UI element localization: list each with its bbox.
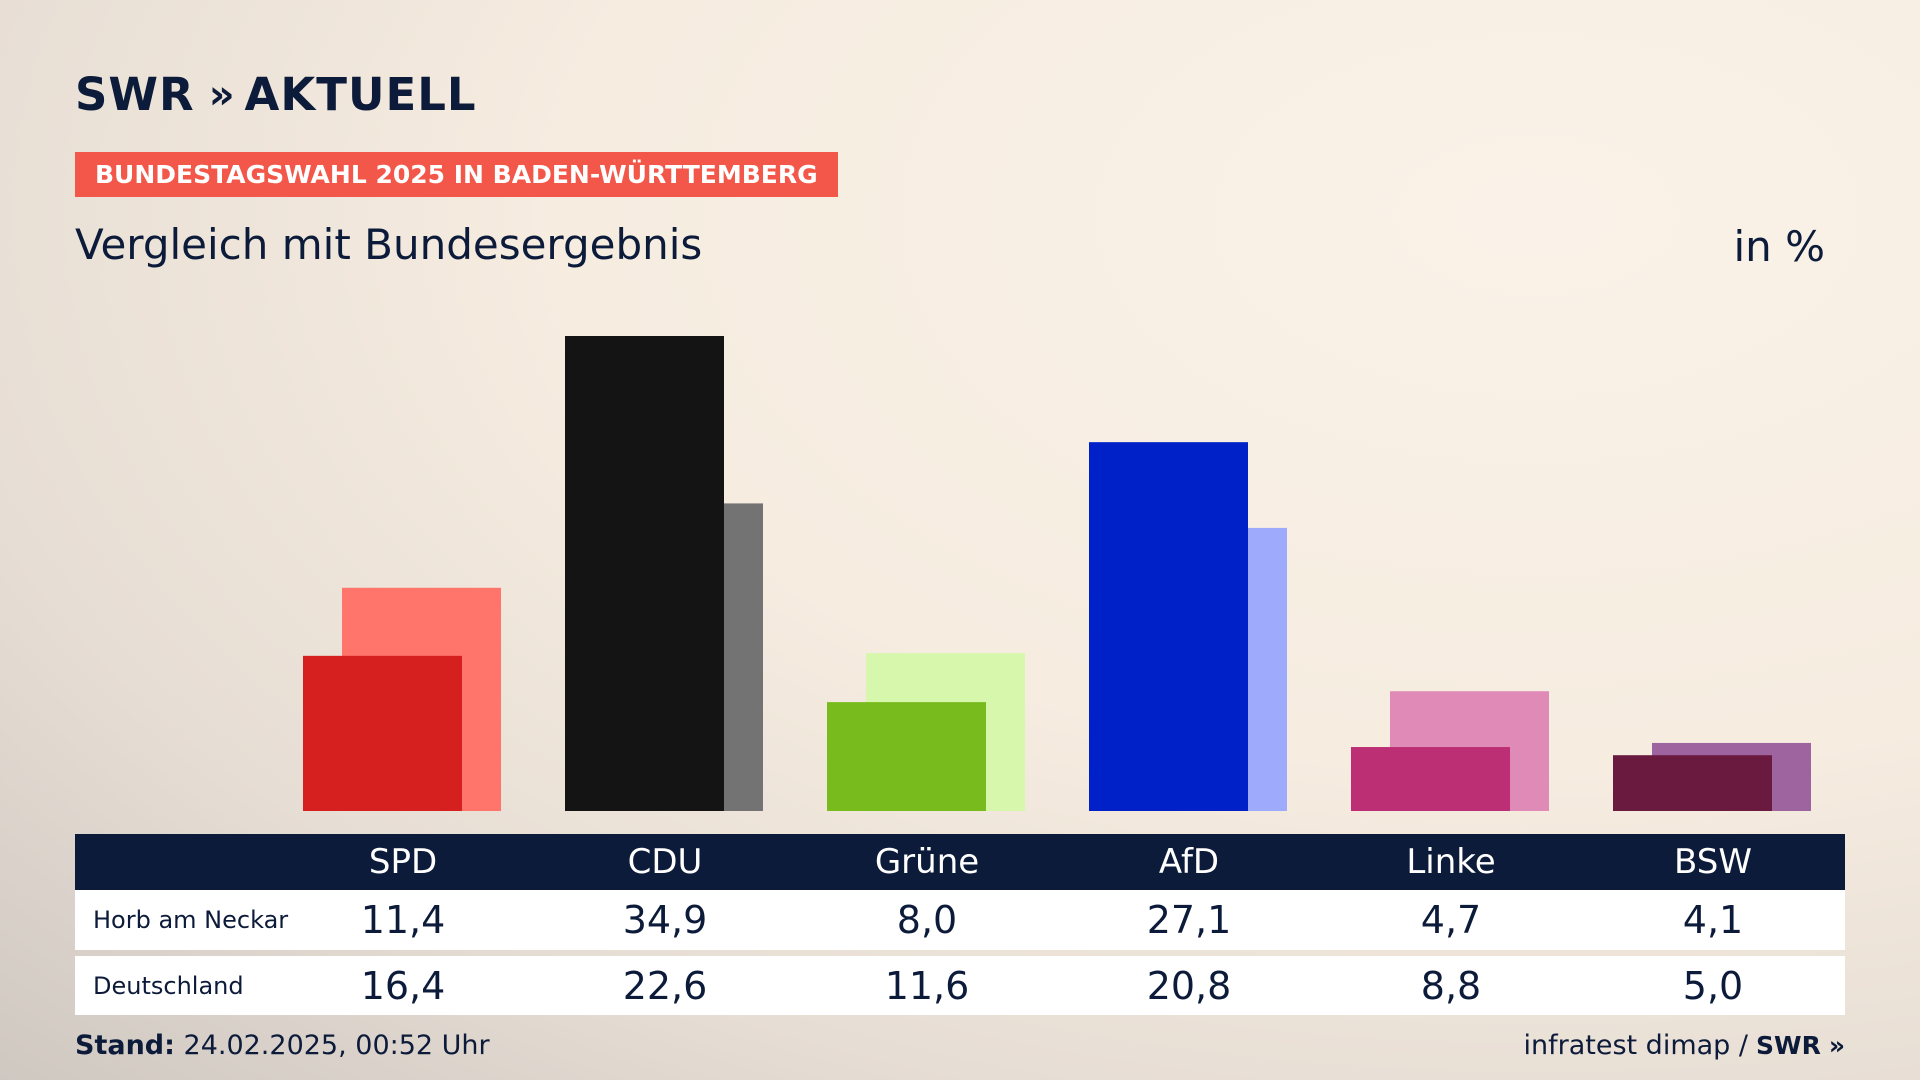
stand-value: 24.02.2025, 00:52 Uhr	[183, 1030, 490, 1061]
topic-banner: BUNDESTAGSWAHL 2025 IN BADEN-WÜRTTEMBERG	[75, 152, 838, 197]
value-label: 8,0	[896, 898, 958, 942]
party-label: Grüne	[874, 842, 980, 882]
source-brand: SWR	[1756, 1031, 1821, 1060]
chart-subtitle: Vergleich mit Bundesergebnis	[75, 220, 703, 269]
value-label: 5,0	[1682, 963, 1744, 1008]
bar-local-cdu	[565, 336, 724, 811]
swr-aktuell-logo: SWR » AKTUELL	[75, 68, 477, 121]
logo-text: SWR	[75, 68, 195, 121]
row-label-national: Deutschland	[93, 971, 244, 1000]
table-row-national: Deutschland 16,4 22,6 11,6 20,8 8,8 5,0	[75, 956, 1845, 1015]
source-chevron-icon: »	[1828, 1031, 1845, 1060]
bar-local-linke	[1351, 747, 1510, 811]
party-label: SPD	[368, 842, 438, 882]
bar-local-bsw	[1613, 755, 1772, 811]
unit-label: in %	[1733, 222, 1825, 271]
value-label: 4,1	[1682, 898, 1744, 942]
value-label: 16,4	[360, 963, 446, 1008]
value-label: 8,8	[1420, 963, 1482, 1008]
bar-national-afd	[1128, 527, 1287, 811]
logo-suffix: AKTUELL	[244, 68, 477, 121]
logo-chevron-icon: »	[208, 71, 235, 118]
value-label: 34,9	[622, 898, 708, 942]
stand-label: Stand:	[75, 1030, 175, 1061]
results-table: SPD CDU Grüne AfD Linke BSW Horb am Neckar 11…	[75, 834, 1845, 1015]
party-label: BSW	[1674, 842, 1752, 882]
bar-national-linke	[1390, 691, 1549, 811]
bar-national-bsw	[1652, 742, 1811, 811]
value-label: 27,1	[1146, 898, 1232, 942]
party-label: CDU	[627, 842, 703, 882]
value-label: 20,8	[1146, 963, 1232, 1008]
source-text: infratest dimap /	[1523, 1030, 1748, 1061]
value-label: 22,6	[622, 963, 708, 1008]
value-label: 4,7	[1420, 898, 1482, 942]
table-row-local: Horb am Neckar 11,4 34,9 8,0 27,1 4,7 4,1	[75, 890, 1845, 950]
party-label: Linke	[1406, 842, 1496, 882]
bar-national-grüne	[866, 653, 1025, 811]
value-label: 11,6	[884, 963, 970, 1008]
row-label-local: Horb am Neckar	[93, 906, 289, 934]
bar-local-grüne	[827, 702, 986, 811]
timestamp: Stand: 24.02.2025, 00:52 Uhr	[75, 1030, 490, 1061]
bar-local-afd	[1089, 442, 1248, 811]
bar-national-spd	[342, 587, 501, 811]
party-label: AfD	[1158, 842, 1220, 882]
value-label: 11,4	[360, 898, 446, 942]
bar-national-cdu	[604, 503, 763, 811]
table-header: SPD CDU Grüne AfD Linke BSW	[75, 834, 1845, 890]
source-credit: infratest dimap / SWR »	[1523, 1030, 1845, 1061]
bar-local-spd	[303, 655, 462, 811]
